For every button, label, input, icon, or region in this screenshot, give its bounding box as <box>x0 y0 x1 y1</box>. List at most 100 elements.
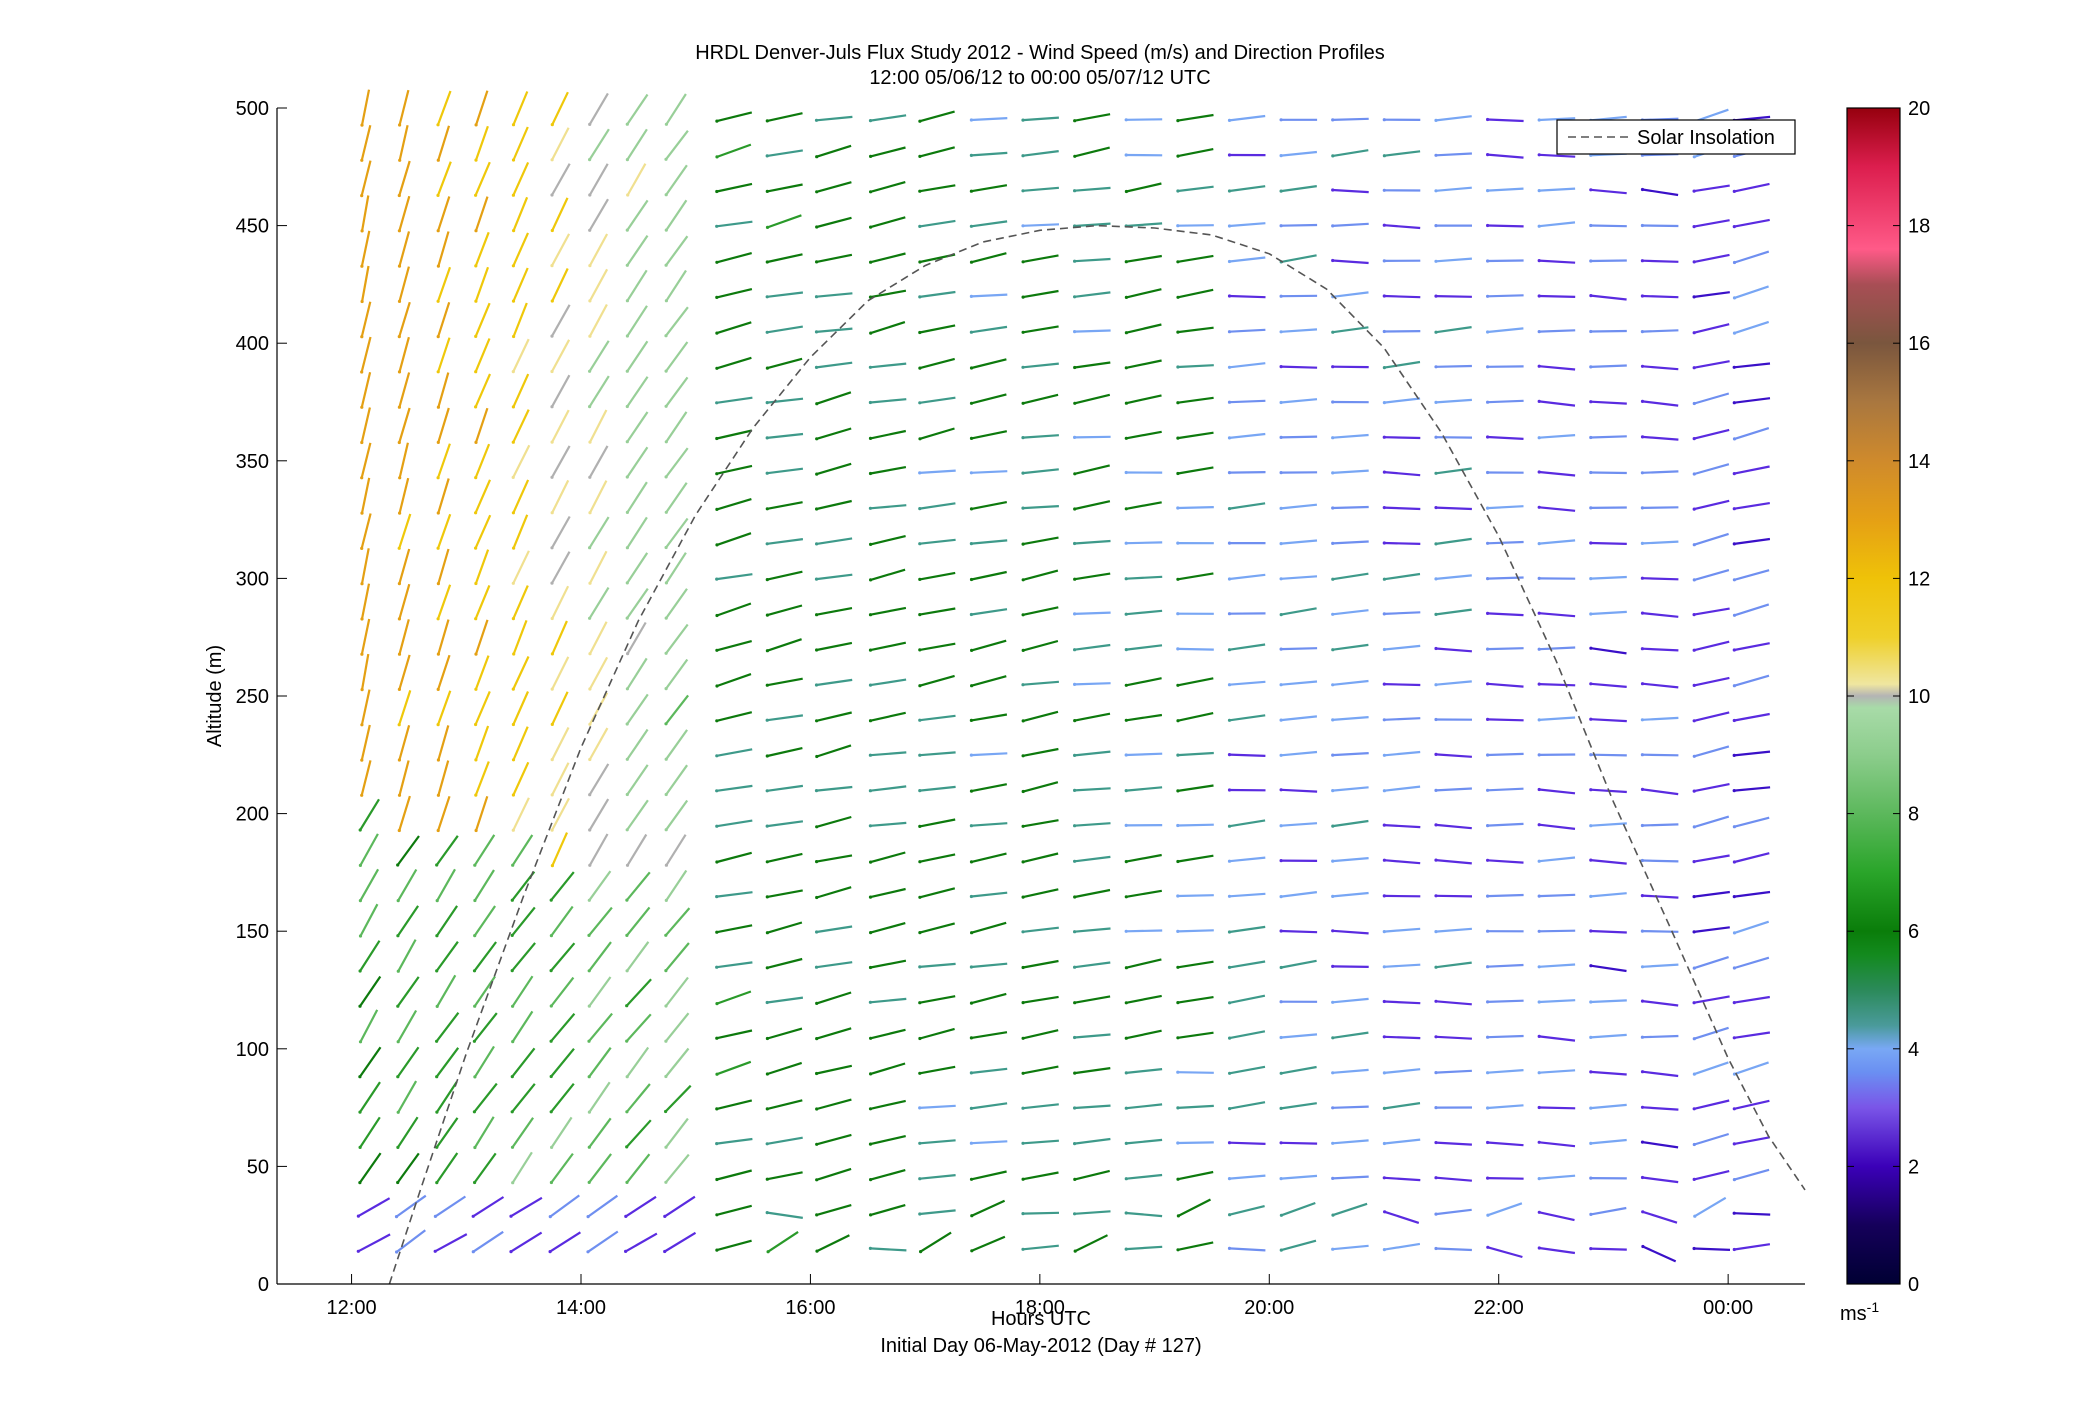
wind-barb-dot <box>765 542 769 546</box>
wind-barb-dot <box>1640 259 1644 263</box>
wind-barb <box>1384 1138 1421 1145</box>
wind-barb <box>1590 1070 1627 1076</box>
wind-barb <box>1280 503 1318 510</box>
wind-barb-dot <box>1640 682 1645 686</box>
wind-barb <box>475 795 489 831</box>
wind-barb <box>359 868 380 902</box>
wind-barb <box>626 941 650 972</box>
wind-barb-dot <box>1331 683 1335 687</box>
wind-barb <box>437 478 450 514</box>
wind-barb-dot <box>1692 930 1696 934</box>
colorbar-tick-label: 10 <box>1908 686 1930 708</box>
wind-barb <box>1693 323 1730 334</box>
wind-barb <box>1022 1211 1060 1215</box>
wind-barb-dot <box>1176 859 1180 864</box>
wind-barb-dot <box>1228 1036 1232 1040</box>
wind-barb-dot <box>918 189 922 193</box>
wind-barb <box>816 744 852 758</box>
wind-barb <box>588 941 612 972</box>
wind-barb-dot <box>1227 507 1232 511</box>
wind-barb <box>1693 291 1730 298</box>
wind-barb <box>816 1027 852 1040</box>
wind-barb-dot <box>1124 1106 1128 1110</box>
wind-barb <box>767 1061 803 1076</box>
wind-barb <box>1281 539 1318 545</box>
wind-barb <box>473 869 495 902</box>
wind-barb-dot <box>550 687 554 691</box>
wind-barb-dot <box>511 546 516 550</box>
wind-barb-dot <box>1486 647 1490 651</box>
wind-barb <box>1734 642 1770 652</box>
wind-barb <box>626 516 648 549</box>
colorbar-unit-exponent: -1 <box>1867 1299 1880 1315</box>
wind-barb <box>1022 995 1059 1004</box>
wind-barb-dot <box>1124 648 1128 652</box>
wind-barb <box>1229 1205 1265 1216</box>
wind-barb-dot <box>918 824 922 829</box>
wind-barb <box>1734 890 1771 898</box>
wind-barb-dot <box>1537 1246 1541 1250</box>
wind-barb-dot <box>1732 613 1737 617</box>
wind-barb <box>435 905 459 937</box>
wind-barb-dot <box>869 154 873 158</box>
wind-barb <box>1693 956 1729 970</box>
wind-barb-dot <box>511 123 516 127</box>
wind-barb-dot <box>765 1036 770 1041</box>
wind-barb <box>1487 893 1524 898</box>
wind-barb-dot <box>625 1004 629 1008</box>
wind-barb-dot <box>868 400 873 405</box>
wind-barb-dot <box>1124 1001 1128 1005</box>
wind-barb-dot <box>1732 578 1736 582</box>
wind-barb <box>1642 435 1679 441</box>
wind-barb-dot <box>625 828 629 832</box>
wind-barb-dot <box>1640 223 1644 228</box>
wind-barb <box>1074 961 1111 969</box>
wind-barb-dot <box>815 648 819 652</box>
wind-barb-dot <box>435 934 439 938</box>
wind-barb <box>626 376 649 408</box>
wind-barb-dot <box>510 1004 515 1008</box>
wind-barb-dot <box>1640 187 1645 192</box>
wind-barb-dot <box>396 1040 400 1044</box>
wind-barb-dot <box>1589 717 1593 721</box>
wind-barb <box>767 467 804 475</box>
wind-barb-dot <box>1692 1246 1696 1251</box>
wind-barb-dot <box>1732 1107 1736 1111</box>
wind-barb <box>1022 606 1059 616</box>
wind-barb <box>1539 294 1576 298</box>
wind-barb <box>588 976 612 1007</box>
wind-barb <box>1435 927 1472 933</box>
wind-barb-dot <box>1124 966 1128 970</box>
wind-barb-dot <box>587 1110 592 1114</box>
wind-barb <box>1694 1196 1727 1218</box>
wind-barb-dot <box>1537 1210 1541 1214</box>
wind-barb <box>1177 431 1214 440</box>
wind-barb <box>1126 644 1163 651</box>
wind-barb <box>665 164 688 196</box>
wind-barb <box>1642 224 1679 228</box>
wind-barb-dot <box>765 189 769 193</box>
wind-barb <box>1693 640 1730 652</box>
wind-barb <box>1126 1211 1163 1218</box>
wind-barb <box>1590 471 1627 475</box>
wind-barb-dot <box>1640 823 1644 828</box>
wind-barb-dot <box>471 1214 475 1218</box>
wind-barb <box>767 1027 803 1040</box>
wind-barb-dot <box>1434 894 1438 898</box>
wind-barb-dot <box>1176 224 1180 228</box>
wind-barb <box>1734 218 1770 228</box>
wind-barb <box>1487 682 1524 688</box>
wind-barb-dot <box>1124 823 1128 828</box>
wind-barb <box>1590 1103 1627 1110</box>
wind-barb-dot <box>473 934 477 938</box>
wind-barb-dot <box>360 582 364 586</box>
wind-barb <box>1539 788 1576 795</box>
wind-barb <box>816 537 853 545</box>
wind-barb-dot <box>512 652 516 656</box>
wind-barb-dot <box>550 581 554 585</box>
wind-barb-dot <box>1382 612 1386 616</box>
wind-barb <box>1693 926 1730 933</box>
wind-barb <box>971 539 1008 545</box>
wind-barb-dot <box>1486 894 1490 898</box>
wind-barb <box>437 548 450 584</box>
